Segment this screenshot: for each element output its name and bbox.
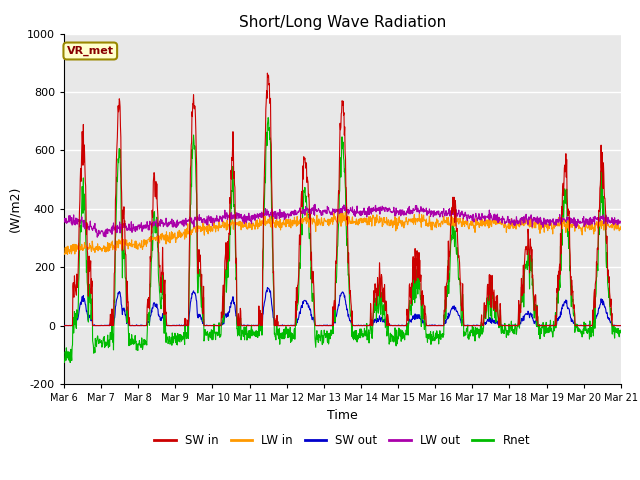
Title: Short/Long Wave Radiation: Short/Long Wave Radiation bbox=[239, 15, 446, 30]
X-axis label: Time: Time bbox=[327, 408, 358, 421]
Text: VR_met: VR_met bbox=[67, 46, 114, 56]
Legend: SW in, LW in, SW out, LW out, Rnet: SW in, LW in, SW out, LW out, Rnet bbox=[150, 429, 535, 452]
Y-axis label: (W/m2): (W/m2) bbox=[8, 186, 21, 232]
